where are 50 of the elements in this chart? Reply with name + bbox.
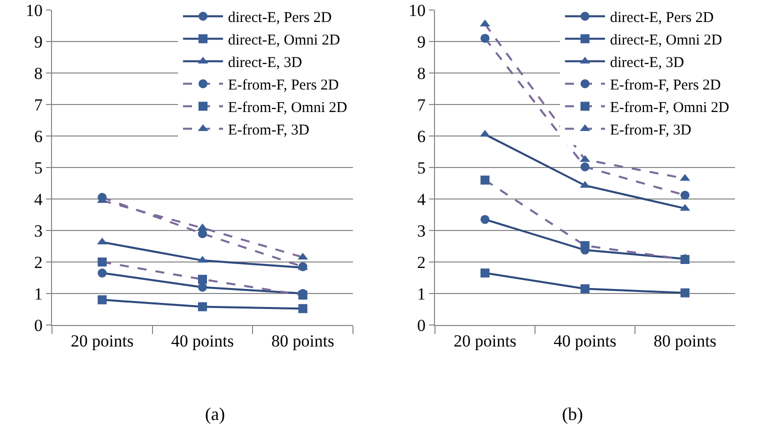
legend-label: E-from-F, 3D <box>228 122 310 139</box>
point <box>580 284 590 294</box>
text: (b) <box>562 404 583 424</box>
legend-label: direct-E, Omni 2D <box>610 32 722 49</box>
y-tick-label: 0 <box>417 316 426 335</box>
x-tick-label: 40 points <box>554 331 616 350</box>
y-tick-label: 6 <box>34 126 43 146</box>
legend-label: E-from-F, Pers 2D <box>228 78 340 94</box>
y-tick-label: 10 <box>26 0 43 20</box>
x-tick-label: 80 points <box>271 331 334 350</box>
point <box>298 304 308 314</box>
x-tick-label: 20 points <box>454 331 516 350</box>
y-tick-label: 10 <box>408 0 426 20</box>
y-tick-label: 1 <box>34 284 43 304</box>
y-tick-label: 5 <box>34 158 43 178</box>
legend-label: E-from-F, Pers 2D <box>610 78 722 94</box>
y-tick-label: 7 <box>417 95 426 114</box>
point <box>198 302 207 312</box>
y-tick-label: 2 <box>34 252 43 272</box>
x-tick-label: 40 points <box>171 331 234 350</box>
point <box>98 295 107 304</box>
y-tick-label: 4 <box>34 190 44 209</box>
y-tick-label: 1 <box>417 284 426 304</box>
legend-label: direct-E, Pers 2D <box>228 10 332 26</box>
y-tick-label: 9 <box>34 32 43 52</box>
y-tick-label: 0 <box>34 316 43 335</box>
point <box>480 268 490 278</box>
y-tick-label: 9 <box>417 32 426 52</box>
point <box>480 214 490 224</box>
y-tick-label: 7 <box>34 95 44 114</box>
y-tick-label: 5 <box>417 158 426 178</box>
legend-label: direct-E, 3D <box>610 55 684 72</box>
y-tick-label: 8 <box>417 64 426 83</box>
y-tick-label: 6 <box>417 126 426 146</box>
legend-label: E-from-F, Omni 2D <box>610 100 730 116</box>
x-tick-label: 20 points <box>70 331 134 350</box>
point <box>680 288 690 298</box>
y-tick-label: 2 <box>417 252 426 272</box>
x-tick-label: 80 points <box>654 331 716 350</box>
legend-label: E-from-F, Omni 2D <box>228 100 348 116</box>
legend-label: direct-E, Omni 2D <box>228 32 340 49</box>
point <box>98 268 107 278</box>
y-tick-label: 4 <box>417 190 426 209</box>
text: (a) <box>205 404 225 424</box>
legend-label: direct-E, 3D <box>228 55 302 72</box>
legend-label: direct-E, Pers 2D <box>610 10 714 26</box>
legend-label: E-from-F, 3D <box>610 122 692 139</box>
y-tick-label: 8 <box>34 64 43 83</box>
y-tick-label: 3 <box>34 221 43 240</box>
y-tick-label: 3 <box>417 221 426 240</box>
